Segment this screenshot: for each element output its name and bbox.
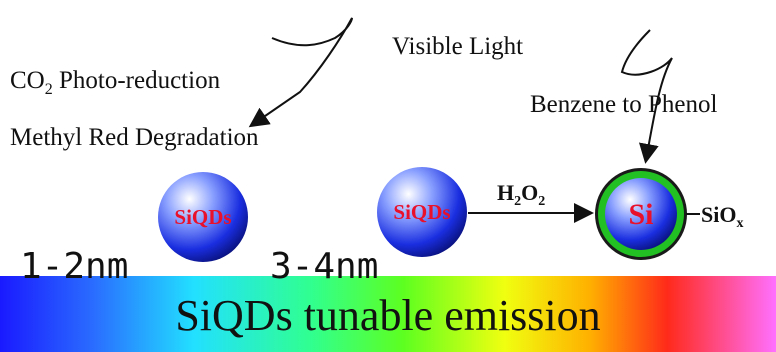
visible-light-label: Visible Light [392,33,523,60]
core-label: Si [628,198,653,231]
diagram: SiQDs tunable emission CO2 Photo-reducti… [0,0,776,352]
light-arrow [252,18,352,125]
size-label: 1-2nm [20,246,128,287]
co2-label: CO2 Photo-reduction [10,67,221,98]
methyl-red-label: Methyl Red Degradation [10,124,259,151]
siox-label: SiOx [701,202,743,231]
emission-label: SiQDs tunable emission [175,291,600,340]
particle-label: SiQDs [393,200,450,224]
h2o2-label: H2O2 [497,180,545,209]
size-label: 3-4nm [270,246,378,287]
particle-label: SiQDs [174,205,231,229]
benzene-label: Benzene to Phenol [530,91,718,118]
